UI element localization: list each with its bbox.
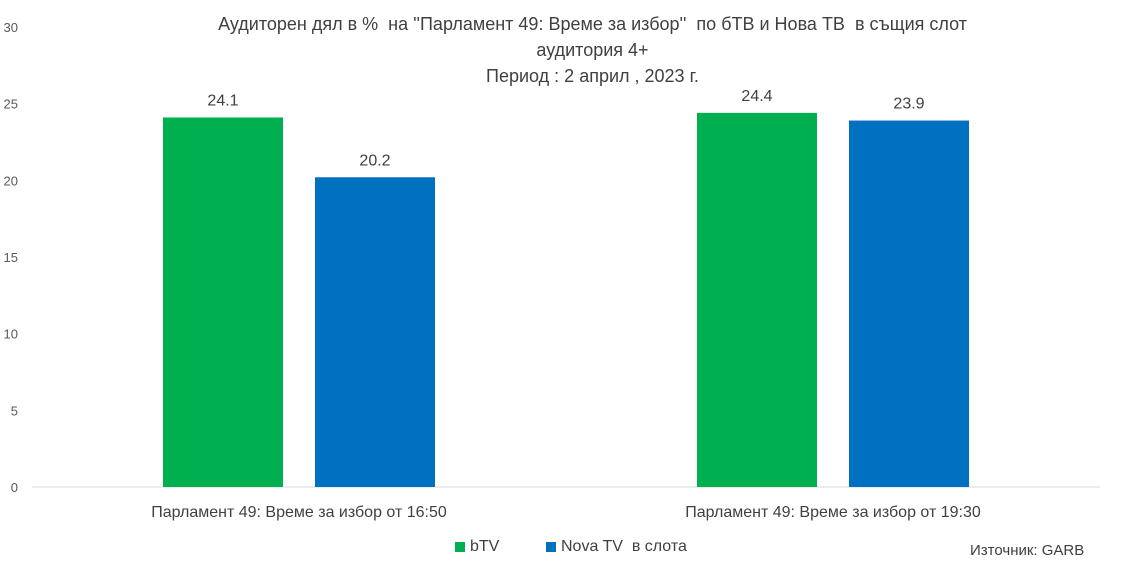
- data-label-nova-0: 20.2: [359, 152, 390, 169]
- y-tick-label-0: 0: [11, 480, 18, 495]
- data-label-btv-1: 24.4: [741, 88, 772, 105]
- y-tick-label-3: 15: [4, 250, 18, 265]
- bar-nova-1: [849, 120, 969, 488]
- y-tick-label-1: 5: [11, 403, 18, 418]
- y-tick-label-5: 25: [4, 97, 18, 112]
- x-category-label-0: Парламент 49: Време за избор от 16:50: [151, 504, 447, 521]
- legend-item-nova: Nova TV в слота: [546, 538, 687, 556]
- chart-title-line-1: Аудиторен дял в % на ''Парламент 49: Вре…: [218, 14, 967, 34]
- legend: bTV Nova TV в слота: [0, 538, 1138, 560]
- chart-title-line-2: аудитория 4+: [536, 40, 649, 60]
- legend-swatch-btv: [455, 542, 465, 552]
- x-category-label-1: Парламент 49: Време за избор от 19:30: [685, 504, 981, 521]
- source-note: Източник: GARB: [970, 542, 1085, 559]
- legend-swatch-nova: [546, 542, 556, 552]
- data-label-btv-0: 24.1: [207, 92, 238, 109]
- legend-label-btv: bTV: [470, 538, 500, 555]
- y-tick-label-4: 20: [4, 173, 18, 188]
- legend-label-nova: Nova TV в слота: [561, 538, 687, 555]
- y-tick-label-2: 10: [4, 327, 18, 342]
- bar-btv-1: [697, 112, 817, 487]
- bar-btv-0: [163, 117, 283, 487]
- y-tick-label-6: 30: [4, 20, 18, 35]
- bar-nova-0: [315, 177, 435, 487]
- chart-title-line-3: Период : 2 април , 2023 г.: [486, 66, 699, 86]
- data-label-nova-1: 23.9: [893, 96, 924, 113]
- legend-item-btv: bTV: [455, 538, 499, 556]
